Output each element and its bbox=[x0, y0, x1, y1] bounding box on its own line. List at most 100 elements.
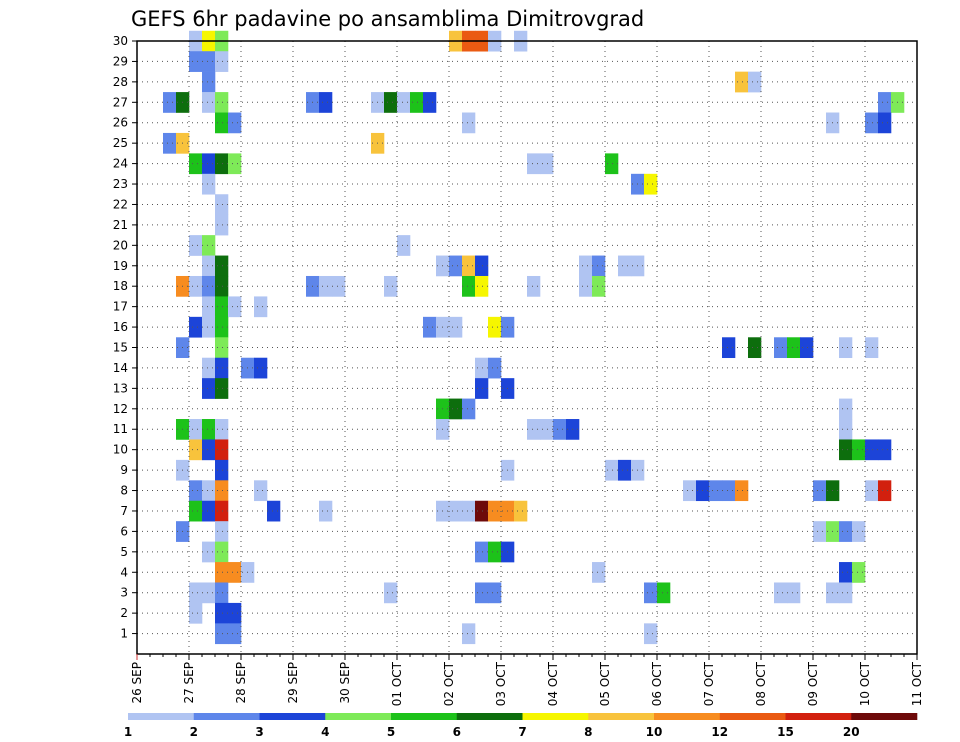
heatmap-cell bbox=[215, 439, 229, 461]
heatmap-cell bbox=[800, 337, 814, 359]
y-tick-label: 30 bbox=[113, 34, 128, 48]
heatmap-cell bbox=[215, 112, 229, 134]
legend-label: 5 bbox=[387, 725, 395, 739]
y-tick-label: 5 bbox=[120, 545, 128, 559]
heatmap-cell bbox=[839, 337, 853, 359]
heatmap-cell bbox=[475, 255, 489, 277]
heatmap-cell bbox=[215, 357, 229, 379]
legend-swatch bbox=[259, 713, 326, 720]
heatmap-cell bbox=[215, 337, 229, 359]
legend-label: 7 bbox=[518, 725, 526, 739]
heatmap-cell bbox=[189, 235, 203, 256]
heatmap-cell bbox=[735, 71, 749, 93]
heatmap-cell bbox=[865, 439, 879, 461]
heatmap-cell bbox=[189, 500, 203, 522]
heatmap-cell bbox=[215, 153, 229, 175]
heatmap-cell bbox=[189, 582, 203, 604]
heatmap-cell bbox=[163, 132, 177, 154]
heatmap-cell bbox=[202, 439, 216, 461]
y-tick-label: 29 bbox=[113, 54, 128, 68]
heatmap-cell bbox=[202, 296, 216, 318]
heatmap-cell bbox=[215, 316, 229, 338]
y-tick-label: 19 bbox=[113, 259, 128, 273]
y-axis: 1234567891011121314151617181920212223242… bbox=[113, 34, 137, 641]
heatmap-cell bbox=[202, 357, 216, 379]
heatmap-cell bbox=[202, 51, 216, 72]
heatmap-cell bbox=[384, 582, 398, 604]
heatmap-cell bbox=[189, 153, 203, 175]
y-tick-label: 9 bbox=[120, 463, 128, 477]
heatmap-cell bbox=[384, 275, 398, 297]
heatmap-cell bbox=[852, 562, 866, 583]
heatmap-cell bbox=[449, 316, 463, 338]
y-tick-label: 1 bbox=[120, 627, 128, 641]
heatmap-cell bbox=[475, 500, 489, 522]
heatmap-cell bbox=[774, 337, 788, 359]
heatmap-cell bbox=[462, 112, 476, 134]
legend-label: 20 bbox=[843, 725, 860, 739]
heatmap-cell bbox=[215, 194, 229, 215]
y-tick-label: 21 bbox=[113, 218, 128, 232]
legend-label: 4 bbox=[321, 725, 329, 739]
heatmap-cell bbox=[865, 112, 879, 134]
heatmap-cell bbox=[839, 398, 853, 420]
x-tick-label: 29 SEP bbox=[286, 662, 300, 704]
heatmap-cell bbox=[527, 419, 541, 440]
y-tick-label: 25 bbox=[113, 136, 128, 150]
y-tick-label: 27 bbox=[113, 95, 128, 109]
heatmap-cell bbox=[397, 235, 411, 256]
heatmap-cell bbox=[462, 623, 476, 645]
heatmap-cell bbox=[228, 112, 242, 134]
heatmap-cell bbox=[215, 602, 229, 624]
heatmap-cell bbox=[878, 112, 892, 134]
legend-swatch bbox=[851, 713, 918, 720]
heatmap-cell bbox=[215, 623, 229, 645]
heatmap-cell bbox=[540, 153, 554, 175]
y-tick-label: 7 bbox=[120, 504, 128, 518]
heatmap-cell bbox=[449, 500, 463, 522]
heatmap-cell bbox=[228, 562, 242, 583]
heatmap-cell bbox=[228, 623, 242, 645]
heatmap-cell bbox=[189, 480, 203, 502]
heatmap-cell bbox=[215, 51, 229, 72]
heatmap-cell bbox=[618, 459, 632, 481]
x-tick-label: 27 SEP bbox=[182, 662, 196, 704]
heatmap-cell bbox=[202, 235, 216, 256]
heatmap-cell bbox=[332, 275, 346, 297]
legend-label: 3 bbox=[255, 725, 263, 739]
y-tick-label: 12 bbox=[113, 402, 128, 416]
legend-swatch bbox=[719, 713, 786, 720]
heatmap-cell bbox=[189, 439, 203, 461]
heatmap-cell bbox=[215, 541, 229, 563]
heatmap-cell bbox=[839, 582, 853, 604]
heatmap-cell bbox=[787, 337, 801, 359]
heatmap-cell bbox=[475, 378, 489, 399]
heatmap-cell bbox=[813, 521, 827, 542]
heatmap-cell bbox=[215, 582, 229, 604]
y-tick-label: 4 bbox=[120, 565, 128, 579]
x-tick-label: 04 OCT bbox=[546, 661, 560, 706]
y-tick-label: 3 bbox=[120, 586, 128, 600]
y-tick-label: 16 bbox=[113, 320, 128, 334]
heatmap-cell bbox=[605, 153, 619, 175]
heatmap-cell bbox=[527, 153, 541, 175]
heatmap-cell bbox=[215, 255, 229, 277]
legend-swatch bbox=[325, 713, 392, 720]
legend-swatch bbox=[654, 713, 721, 720]
heatmap-cell bbox=[254, 296, 268, 318]
heatmap-cell bbox=[839, 521, 853, 542]
heatmap-cell bbox=[592, 255, 606, 277]
heatmap-cell bbox=[592, 275, 606, 297]
heatmap-cell bbox=[163, 92, 177, 113]
heatmap-cell bbox=[839, 439, 853, 461]
heatmap-cell bbox=[228, 153, 242, 175]
heatmap-cell bbox=[839, 562, 853, 583]
heatmap-cell bbox=[228, 602, 242, 624]
heatmap-cell bbox=[319, 92, 333, 113]
x-tick-label: 07 OCT bbox=[702, 661, 716, 706]
y-tick-label: 24 bbox=[113, 157, 128, 171]
heatmap-cell bbox=[605, 459, 619, 481]
heatmap-cell bbox=[202, 275, 216, 297]
heatmap-cell bbox=[852, 439, 866, 461]
